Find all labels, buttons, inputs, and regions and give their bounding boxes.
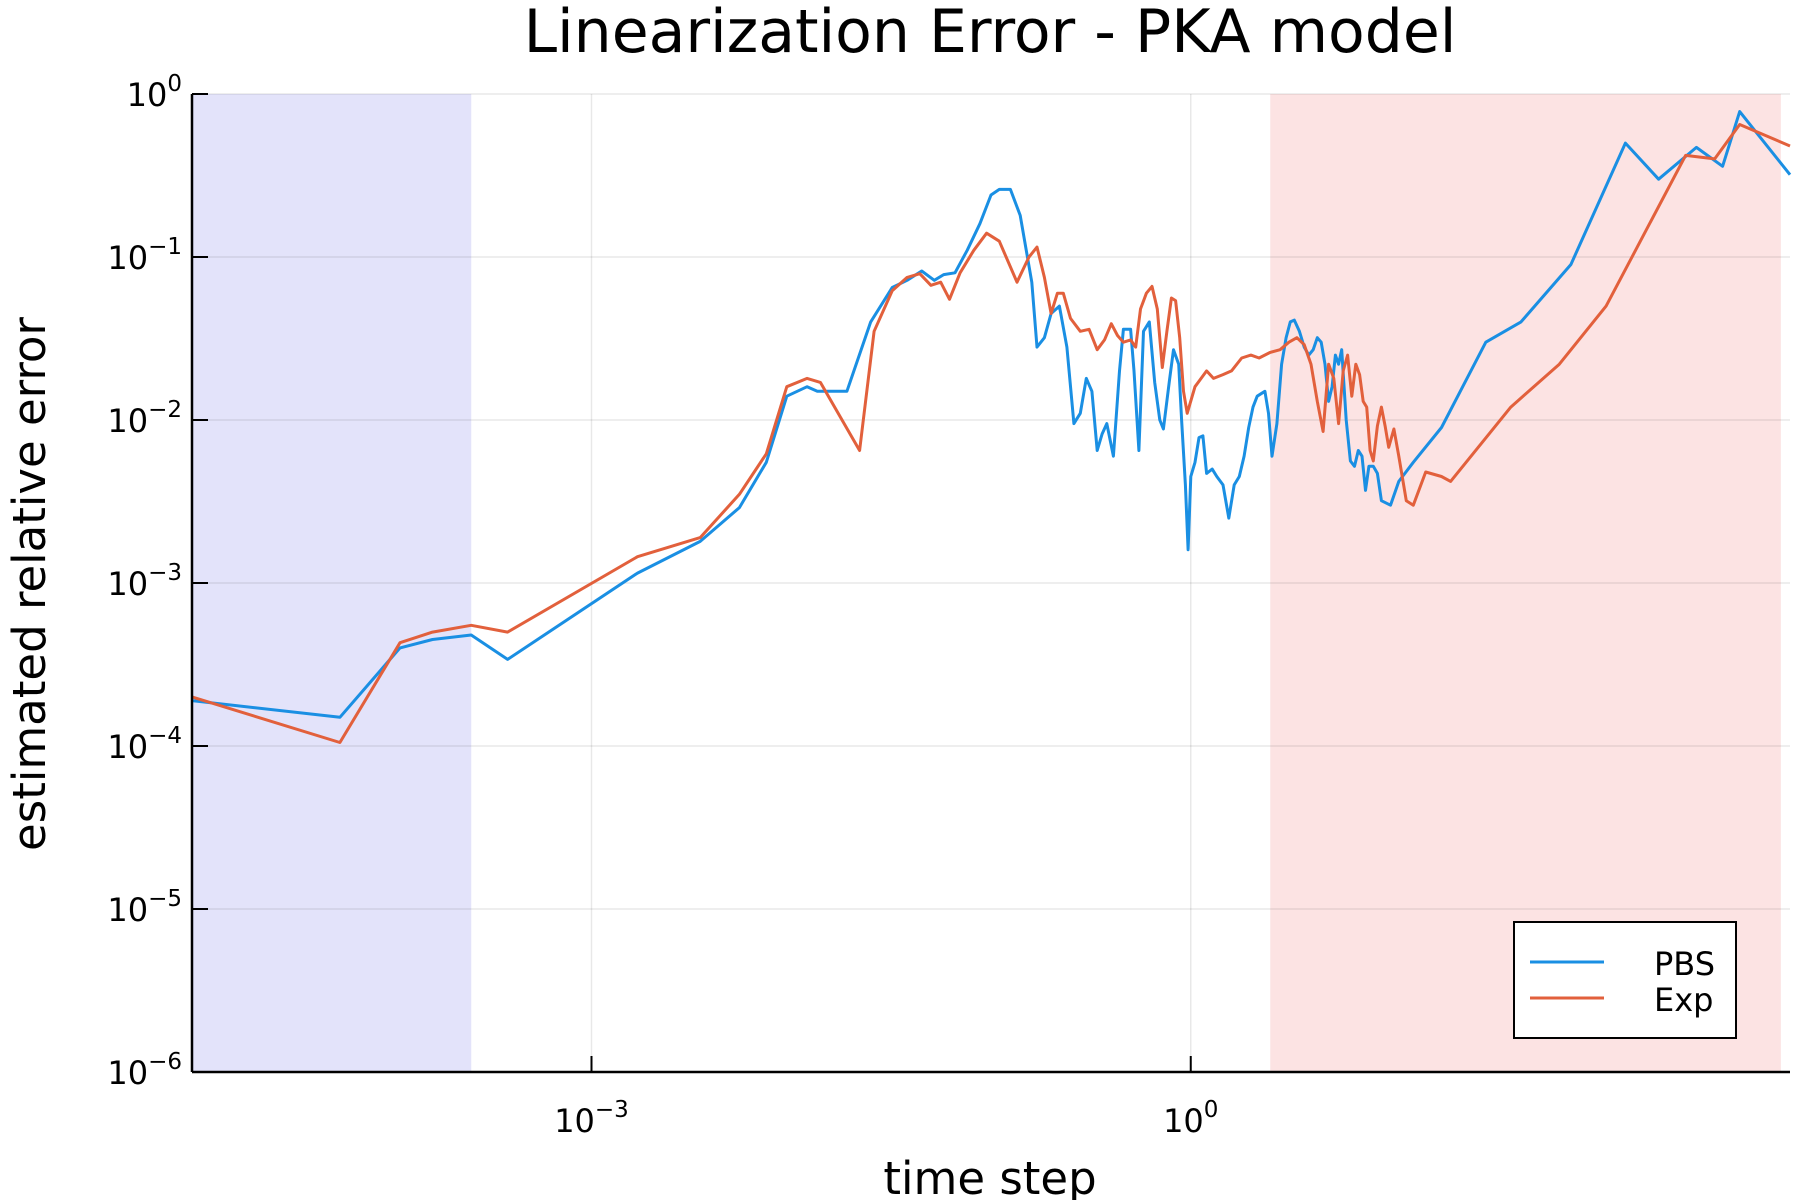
x-tick-label-1: 100 xyxy=(1163,1097,1218,1140)
shaded-regions xyxy=(192,94,1781,1072)
y-tick-label-3: 10−3 xyxy=(107,560,182,603)
legend-label-exp: Exp xyxy=(1654,981,1713,1019)
x-axis-label: time step xyxy=(883,1152,1096,1200)
y-tick-label-1: 10−1 xyxy=(107,234,182,277)
series-line-pbs xyxy=(191,110,1792,719)
y-tick-label-5: 10−5 xyxy=(107,886,182,929)
y-tick-label-4: 10−4 xyxy=(107,723,182,766)
legend-box xyxy=(1513,921,1737,1039)
series-layer xyxy=(191,110,1792,744)
shaded-region-1 xyxy=(1270,94,1781,1072)
y-axis-label: estimated relative error xyxy=(3,317,56,851)
tick-labels: 100 10−1 10−2 10−3 10−4 10−5 10−6 10−3 100 xyxy=(107,71,1218,1140)
shaded-region-0 xyxy=(192,94,472,1072)
legend: PBS Exp xyxy=(1513,921,1737,1039)
x-tick-label-0: 10−3 xyxy=(554,1097,629,1140)
chart-title: Linearization Error - PKA model xyxy=(524,0,1457,67)
series-line-exp xyxy=(191,123,1791,744)
y-tick-label-0: 100 xyxy=(127,71,182,114)
legend-label-pbs: PBS xyxy=(1654,945,1715,983)
y-tick-label-2: 10−2 xyxy=(107,397,182,440)
y-tick-label-6: 10−6 xyxy=(107,1049,182,1092)
